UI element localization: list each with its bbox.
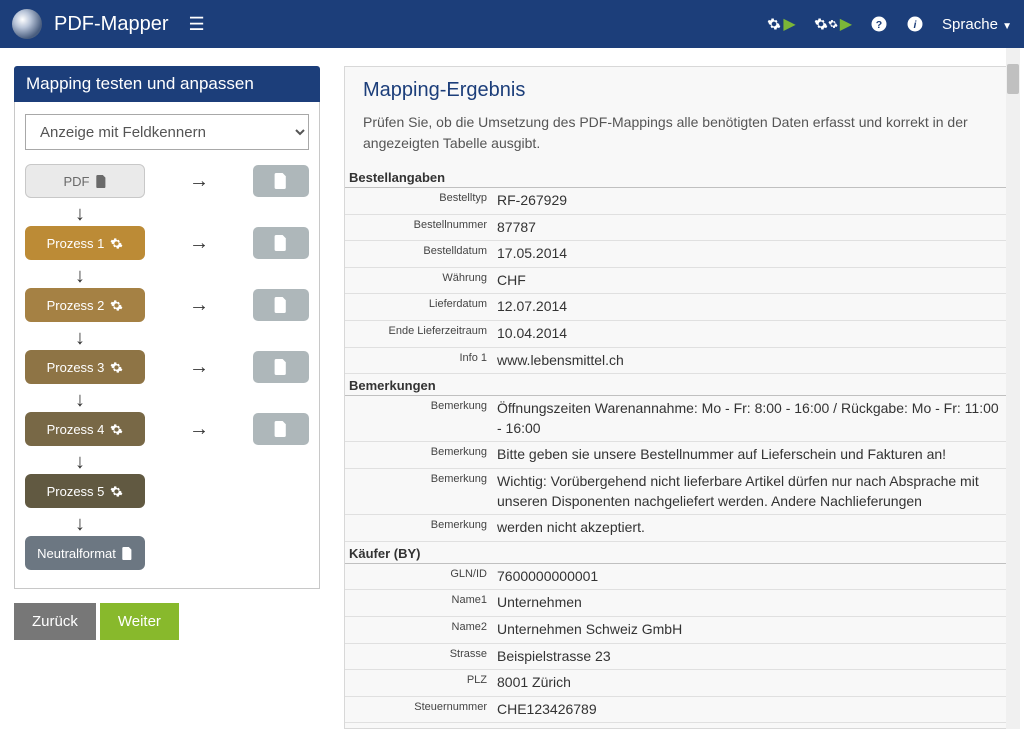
arrow-right-icon: →: [145, 418, 253, 441]
output-slot-2[interactable]: [253, 289, 309, 321]
display-mode-select[interactable]: Anzeige mit Feldkennern: [25, 114, 309, 150]
info-icon[interactable]: i: [906, 15, 924, 33]
output-slot-3[interactable]: [253, 351, 309, 383]
scrollbar-thumb[interactable]: [1007, 64, 1019, 94]
value-strasse: Beispielstrasse 23: [495, 644, 1009, 670]
help-icon[interactable]: ?: [870, 15, 888, 33]
next-button[interactable]: Weiter: [100, 603, 179, 640]
value-bestelldatum: 17.05.2014: [495, 241, 1009, 267]
output-slot-4[interactable]: [253, 413, 309, 445]
label-name1: Name1: [345, 590, 495, 616]
arrow-down-icon: ↓: [75, 514, 85, 534]
value-bemerkung-1: Öffnungszeiten Warenannahme: Mo - Fr: 8:…: [495, 396, 1009, 441]
value-waehrung: CHF: [495, 268, 1009, 294]
node-process-2[interactable]: Prozess 2: [25, 288, 145, 322]
label-strasse: Strasse: [345, 644, 495, 670]
back-button[interactable]: Zurück: [14, 603, 96, 640]
scrollbar-track[interactable]: [1006, 48, 1020, 729]
label-steuernummer: Steuernummer: [345, 697, 495, 723]
label-bestelltyp: Bestelltyp: [345, 188, 495, 214]
value-bemerkung-3: Wichtig: Vorübergehend nicht lieferbare …: [495, 469, 1009, 514]
value-plz: 8001 Zürich: [495, 670, 1009, 696]
brand-title: PDF-Mapper: [54, 13, 168, 36]
arrow-right-icon: →: [145, 232, 253, 255]
node-process-1[interactable]: Prozess 1: [25, 226, 145, 260]
value-bemerkung-4: werden nicht akzeptiert.: [495, 515, 1009, 541]
left-panel-body: Anzeige mit Feldkennern PDF → ↓ Prozess …: [14, 102, 320, 589]
output-slot-pdf[interactable]: [253, 165, 309, 197]
value-ende-lieferzeitraum: 10.04.2014: [495, 321, 1009, 347]
section-bemerkungen: Bemerkungen: [345, 374, 1009, 396]
label-info1: Info 1: [345, 348, 495, 374]
left-panel-title: Mapping testen und anpassen: [14, 66, 320, 102]
node-process-4[interactable]: Prozess 4: [25, 412, 145, 446]
label-waehrung: Währung: [345, 268, 495, 294]
arrow-down-icon: ↓: [75, 266, 85, 286]
gear-play-icon-1[interactable]: ▶: [767, 14, 795, 34]
label-plz: PLZ: [345, 670, 495, 696]
label-ende-lieferzeitraum: Ende Lieferzeitraum: [345, 321, 495, 347]
value-gln: 7600000000001: [495, 564, 1009, 590]
topbar: PDF-Mapper ☰ ▶ ▶ ? i Sprache ▼: [0, 0, 1024, 48]
label-name2: Name2: [345, 617, 495, 643]
logo-icon: [12, 9, 42, 39]
language-selector[interactable]: Sprache ▼: [942, 16, 1012, 33]
value-bemerkung-2: Bitte geben sie unsere Bestellnummer auf…: [495, 442, 1009, 468]
value-name2: Unternehmen Schweiz GmbH: [495, 617, 1009, 643]
output-slot-1[interactable]: [253, 227, 309, 259]
section-kaeufer: Käufer (BY): [345, 542, 1009, 564]
node-process-3[interactable]: Prozess 3: [25, 350, 145, 384]
arrow-right-icon: →: [145, 356, 253, 379]
value-bestelltyp: RF-267929: [495, 188, 1009, 214]
arrow-down-icon: ↓: [75, 204, 85, 224]
value-info1: www.lebensmittel.ch: [495, 348, 1009, 374]
label-bemerkung: Bemerkung: [345, 469, 495, 514]
value-kontaktname: Fr. Muster: [495, 723, 1009, 729]
result-description: Prüfen Sie, ob die Umsetzung des PDF-Map…: [345, 112, 1009, 166]
label-bestelldatum: Bestelldatum: [345, 241, 495, 267]
hamburger-icon[interactable]: ☰: [188, 14, 204, 35]
gear-play-icon-2[interactable]: ▶: [814, 14, 852, 34]
value-steuernummer: CHE123426789: [495, 697, 1009, 723]
arrow-down-icon: ↓: [75, 328, 85, 348]
section-bestellangaben: Bestellangaben: [345, 166, 1009, 188]
label-bemerkung: Bemerkung: [345, 442, 495, 468]
value-lieferdatum: 12.07.2014: [495, 294, 1009, 320]
result-panel: Mapping-Ergebnis Prüfen Sie, ob die Umse…: [344, 66, 1010, 729]
node-pdf[interactable]: PDF: [25, 164, 145, 198]
label-bemerkung: Bemerkung: [345, 515, 495, 541]
arrow-right-icon: →: [145, 170, 253, 193]
label-bemerkung: Bemerkung: [345, 396, 495, 441]
label-bestellnummer: Bestellnummer: [345, 215, 495, 241]
label-kontaktname: Kontaktname: [345, 723, 495, 729]
svg-text:?: ?: [876, 19, 882, 31]
result-title: Mapping-Ergebnis: [345, 67, 1009, 112]
label-lieferdatum: Lieferdatum: [345, 294, 495, 320]
value-bestellnummer: 87787: [495, 215, 1009, 241]
value-name1: Unternehmen: [495, 590, 1009, 616]
node-process-5[interactable]: Prozess 5: [25, 474, 145, 508]
node-neutral-format[interactable]: Neutralformat: [25, 536, 145, 570]
arrow-down-icon: ↓: [75, 452, 85, 472]
arrow-down-icon: ↓: [75, 390, 85, 410]
arrow-right-icon: →: [145, 294, 253, 317]
label-gln: GLN/ID: [345, 564, 495, 590]
